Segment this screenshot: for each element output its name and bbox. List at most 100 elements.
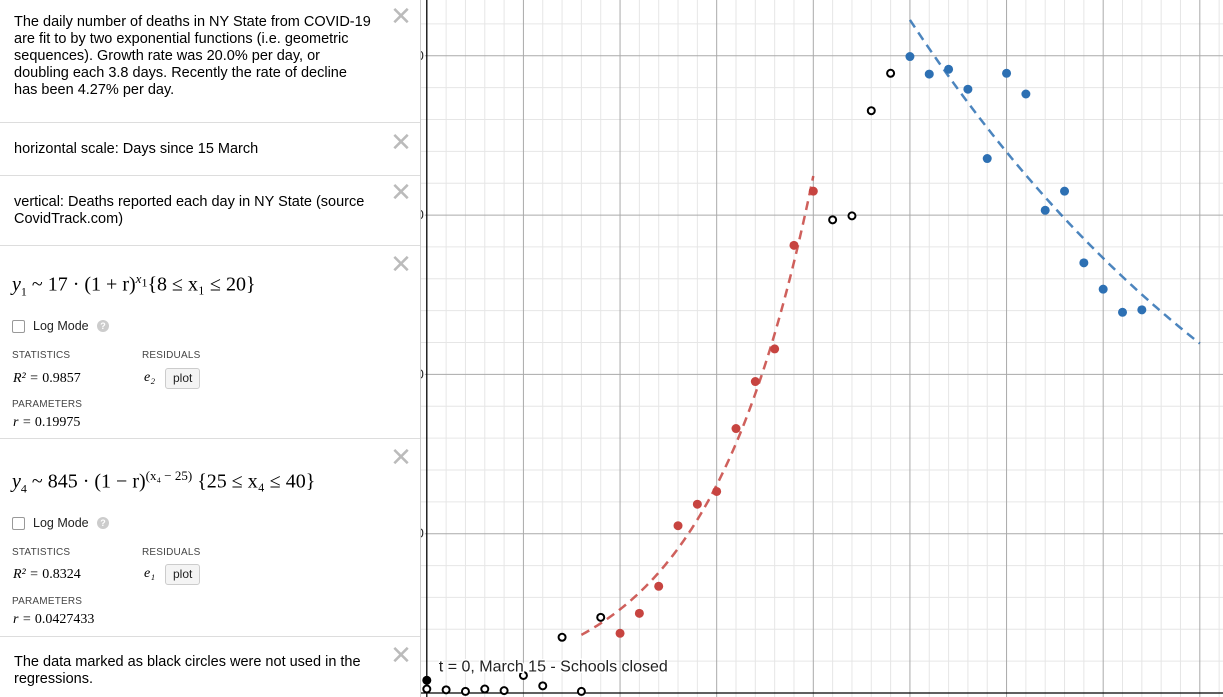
data-point-decline <box>924 69 934 79</box>
data-point-growth <box>634 608 644 618</box>
regression-2[interactable]: y4 ~ 845 · (1 − r)(x₄ − 25) {25 ≤ x₄ ≤ 4… <box>0 439 420 637</box>
regression-1-y-sub: 1 <box>20 284 27 299</box>
regression-1-coef: 17 <box>47 273 68 296</box>
data-point-excluded <box>828 215 838 225</box>
data-point-decline <box>963 84 973 94</box>
delete-note-footer-icon[interactable]: ✕ <box>390 641 412 671</box>
parameter-r-2: r = 0.0427433 <box>13 612 95 627</box>
graph-paper[interactable]: 0510152025303540200400600800t = 0, March… <box>421 0 1223 697</box>
regression-1-restriction: {8 ≤ x₁ ≤ 20} <box>147 273 256 296</box>
data-point-excluded <box>422 684 432 694</box>
delete-note-vertical-icon[interactable]: ✕ <box>390 178 412 208</box>
data-point-growth <box>750 377 760 387</box>
data-point-decline <box>944 64 954 74</box>
y-tick-label: 600 <box>421 207 424 222</box>
data-point-excluded <box>576 686 586 696</box>
note-footer[interactable]: The data marked as black circles were no… <box>0 637 420 697</box>
regression-2-base: (1 − r) <box>94 470 146 493</box>
series-excluded <box>422 68 896 696</box>
series-decline <box>905 52 1147 317</box>
residuals-heading-2: RESIDUALS <box>142 547 201 558</box>
parameters-heading-2: PARAMETERS <box>12 596 83 607</box>
annotation-point <box>422 675 432 685</box>
data-point-excluded <box>480 684 490 694</box>
data-point-growth <box>808 186 818 196</box>
data-point-decline <box>1079 258 1089 268</box>
data-point-growth <box>731 424 741 434</box>
regression-2-exponent: (x₄ − 25) <box>145 468 193 483</box>
data-point-excluded <box>847 211 857 221</box>
data-point-decline <box>1098 284 1108 294</box>
data-point-growth <box>673 521 683 531</box>
data-point-growth <box>654 581 664 591</box>
r-squared-1: R² = 0.9857 <box>13 371 81 386</box>
data-point-decline <box>1137 305 1147 315</box>
y-tick-label: 200 <box>421 526 424 541</box>
log-mode-checkbox-1[interactable] <box>12 320 25 333</box>
fit-curve-growth <box>580 175 815 636</box>
data-point-excluded <box>460 686 470 696</box>
data-point-excluded <box>886 68 896 78</box>
y-tick-label: 400 <box>421 366 424 381</box>
minor-grid <box>421 0 1223 697</box>
delete-note-horizontal-icon[interactable]: ✕ <box>390 128 412 158</box>
log-mode-label-2[interactable]: Log Mode <box>33 516 89 530</box>
help-icon[interactable]: ? <box>97 320 109 332</box>
statistics-heading-1: STATISTICS <box>12 350 71 361</box>
regression-1-y: y <box>12 273 21 296</box>
delete-regression-2-icon[interactable]: ✕ <box>390 443 412 473</box>
regression-2-restriction: {25 ≤ x₄ ≤ 40} <box>197 470 316 493</box>
expression-list: The daily number of deaths in NY State f… <box>0 0 421 697</box>
regression-2-formula[interactable]: y4 ~ 845 · (1 − r)(x₄ − 25) {25 ≤ x₄ ≤ 4… <box>12 468 316 496</box>
regression-1-exp-sub: 1 <box>141 275 148 290</box>
note-intro[interactable]: The daily number of deaths in NY State f… <box>0 0 420 123</box>
data-point-growth <box>712 486 722 496</box>
data-point-decline <box>1040 205 1050 215</box>
data-point-decline <box>1060 186 1070 196</box>
log-mode-checkbox-2[interactable] <box>12 517 25 530</box>
residual-variable-2: e₁ <box>144 566 156 581</box>
plot-residuals-button-1[interactable]: plot <box>165 368 201 389</box>
regression-1-base: (1 + r) <box>84 273 136 296</box>
note-horizontal-text: horizontal scale: Days since 15 March <box>14 141 259 157</box>
note-intro-text: The daily number of deaths in NY State f… <box>14 14 371 98</box>
data-point-excluded <box>499 686 509 696</box>
delete-regression-1-icon[interactable]: ✕ <box>390 250 412 280</box>
note-vertical[interactable]: vertical: Deaths reported each day in NY… <box>0 176 420 246</box>
data-point-excluded <box>557 632 567 642</box>
residuals-heading-1: RESIDUALS <box>142 350 201 361</box>
regression-2-y-sub: 4 <box>20 481 27 496</box>
regression-1-formula[interactable]: y1 ~ 17 · (1 + r)x1{8 ≤ x₁ ≤ 20} <box>12 271 256 299</box>
data-point-growth <box>789 240 799 250</box>
data-point-excluded <box>596 612 606 622</box>
major-grid <box>421 0 1223 697</box>
data-point-decline <box>982 154 992 164</box>
residual-variable-1: e₂ <box>144 370 156 385</box>
plot-residuals-button-2[interactable]: plot <box>165 564 201 585</box>
data-point-decline <box>1118 307 1128 317</box>
data-point-excluded <box>538 681 548 691</box>
series-growth <box>615 186 818 638</box>
data-point-excluded <box>518 670 528 680</box>
statistics-heading-2: STATISTICS <box>12 547 71 558</box>
delete-note-intro-icon[interactable]: ✕ <box>390 2 412 32</box>
help-icon[interactable]: ? <box>97 517 109 529</box>
note-footer-text: The data marked as black circles were no… <box>14 654 361 687</box>
regression-1[interactable]: y1 ~ 17 · (1 + r)x1{8 ≤ x₁ ≤ 20} ✕ Log M… <box>0 246 420 439</box>
fit-curve-decline <box>908 19 1201 345</box>
data-point-excluded <box>866 106 876 116</box>
note-vertical-text: vertical: Deaths reported each day in NY… <box>14 194 365 227</box>
regression-2-y: y <box>12 470 21 493</box>
regression-2-coef: 845 <box>47 470 78 493</box>
r-squared-2: R² = 0.8324 <box>13 567 81 582</box>
data-point-growth <box>615 628 625 638</box>
parameter-r-1: r = 0.19975 <box>13 415 81 430</box>
parameters-heading-1: PARAMETERS <box>12 399 83 410</box>
regression-1-exp-var: x <box>135 271 142 286</box>
log-mode-label-1[interactable]: Log Mode <box>33 319 89 333</box>
y-tick-label: 800 <box>421 48 424 63</box>
data-point-decline <box>905 52 915 62</box>
note-horizontal[interactable]: horizontal scale: Days since 15 March ✕ <box>0 123 420 176</box>
data-point-growth <box>692 499 702 509</box>
annotation-label: t = 0, March 15 - Schools closed <box>439 658 668 675</box>
